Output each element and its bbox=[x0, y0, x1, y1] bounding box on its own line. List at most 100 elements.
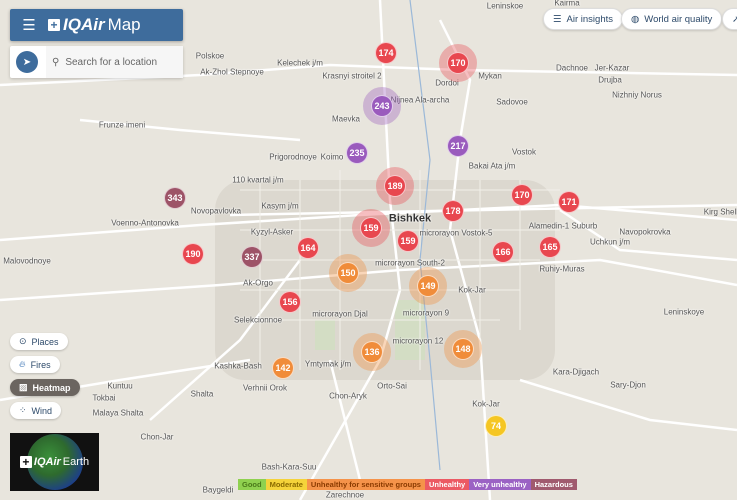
aqi-station-marker[interactable]: 170 bbox=[447, 52, 469, 74]
aqi-station-marker[interactable]: 165 bbox=[539, 236, 561, 258]
iqair-earth-button[interactable]: + IQAir Earth bbox=[10, 433, 99, 491]
legend-item: Unhealthy for sensitive groups bbox=[306, 479, 425, 490]
iqair-logo[interactable]: + IQAir Map bbox=[48, 15, 141, 35]
place-label: microrayon 9 bbox=[402, 308, 450, 318]
place-label: Vostok bbox=[511, 147, 537, 157]
place-label: Frunze imeni bbox=[98, 120, 146, 130]
aqi-station-marker[interactable]: 136 bbox=[361, 341, 383, 363]
legend-item: Unhealthy bbox=[424, 479, 470, 490]
aqi-station-marker[interactable]: 235 bbox=[346, 142, 368, 164]
place-label: 110 kvartal j/m bbox=[232, 175, 284, 185]
place-label: Novopavlovka bbox=[190, 206, 242, 216]
place-label: Dachnoe bbox=[555, 63, 589, 73]
place-label: Kara-Djigach bbox=[552, 367, 600, 377]
aqi-station-marker[interactable]: 166 bbox=[492, 241, 514, 263]
globe-icon: ◍ bbox=[631, 13, 640, 25]
place-label: Baygeldi bbox=[202, 485, 234, 495]
aqi-station-marker[interactable]: 148 bbox=[452, 338, 474, 360]
search-input[interactable]: ⚲ Search for a location bbox=[46, 46, 183, 78]
aqi-station-marker[interactable]: 343 bbox=[164, 187, 186, 209]
world-air-quality-button[interactable]: ◍ World air quality bbox=[621, 8, 723, 30]
aqi-station-marker[interactable]: 337 bbox=[241, 246, 263, 268]
locate-me-button[interactable]: ➤ bbox=[16, 51, 38, 73]
pin-icon: ⊙ bbox=[19, 336, 27, 346]
place-label: Bash-Kara-Suu bbox=[261, 462, 317, 472]
place-label: Nijnea Ala-archa bbox=[390, 95, 450, 105]
place-label: Jer-Kazar bbox=[594, 63, 630, 73]
aqi-station-marker[interactable]: 171 bbox=[558, 191, 580, 213]
aqi-station-marker[interactable]: 178 bbox=[442, 200, 464, 222]
share-button[interactable]: ➚ bbox=[722, 8, 737, 30]
place-label: Malaya Shalta bbox=[92, 408, 144, 418]
fires-toggle[interactable]: 🔥︎ Fires bbox=[10, 356, 60, 373]
place-label: Kairma bbox=[554, 0, 580, 8]
aqi-station-marker[interactable]: 174 bbox=[375, 42, 397, 64]
heatmap-toggle[interactable]: ▨ Heatmap bbox=[10, 379, 80, 396]
place-label: Polskoe bbox=[195, 51, 225, 61]
place-label: Zarechnoe bbox=[325, 490, 365, 500]
place-label: Tokbai bbox=[92, 393, 116, 403]
aqi-station-marker[interactable]: 142 bbox=[272, 357, 294, 379]
legend-item: Hazardous bbox=[530, 479, 577, 490]
air-insights-button[interactable]: ☰ Air insights bbox=[543, 8, 623, 30]
marker-halo bbox=[329, 254, 367, 292]
plus-logo-icon: + bbox=[48, 19, 60, 31]
place-label: Ruhiy-Muras bbox=[539, 264, 585, 274]
place-label: Sary-Djon bbox=[610, 380, 646, 390]
globe-image bbox=[27, 434, 83, 490]
place-label: Orto-Sai bbox=[377, 381, 407, 391]
place-label: Kyzyl-Asker bbox=[250, 227, 294, 237]
place-label: Mykan bbox=[478, 71, 502, 81]
aqi-station-marker[interactable]: 170 bbox=[511, 184, 533, 206]
place-label: Chon-Aryk bbox=[329, 391, 367, 401]
list-icon: ☰ bbox=[553, 13, 562, 25]
place-label: Krasnyi stroitel 2 bbox=[322, 71, 382, 81]
place-label: Leninskoye bbox=[663, 307, 705, 317]
aqi-station-marker[interactable]: 243 bbox=[371, 95, 393, 117]
aqi-legend: Good Moderate Unhealthy for sensitive grou… bbox=[238, 479, 577, 490]
place-label: Sadovoe bbox=[496, 97, 528, 107]
marker-halo bbox=[439, 44, 477, 82]
place-label: Maevka bbox=[331, 114, 361, 124]
place-label: Chon-Jar bbox=[140, 432, 174, 442]
hamburger-menu-button[interactable]: ☰ bbox=[22, 17, 36, 34]
search-bar: ➤ ⚲ Search for a location bbox=[10, 46, 183, 78]
wind-toggle[interactable]: ⁘ Wind bbox=[10, 402, 62, 419]
search-icon: ⚲ bbox=[52, 56, 60, 68]
place-label: microrayon South-2 bbox=[375, 258, 445, 268]
place-label: Malovodnoye bbox=[3, 256, 51, 266]
place-label: Kelechek j/m bbox=[277, 58, 323, 68]
aqi-station-marker[interactable]: 189 bbox=[384, 175, 406, 197]
place-label: Shalta bbox=[190, 389, 214, 399]
aqi-station-marker[interactable]: 159 bbox=[397, 230, 419, 252]
aqi-station-marker[interactable]: 150 bbox=[337, 262, 359, 284]
aqi-station-marker[interactable]: 74 bbox=[485, 415, 507, 437]
place-label: Kuntuu bbox=[107, 381, 133, 391]
aqi-station-marker[interactable]: 149 bbox=[417, 275, 439, 297]
place-label: Uchkun j/m bbox=[589, 237, 631, 247]
place-label: Bakai Ata j/m bbox=[468, 161, 516, 171]
place-label: Kok-Jar bbox=[472, 399, 500, 409]
place-label: Koimo bbox=[320, 152, 344, 162]
aqi-station-marker[interactable]: 217 bbox=[447, 135, 469, 157]
aqi-station-marker[interactable]: 159 bbox=[360, 217, 382, 239]
place-label: Voenno-Antonovka bbox=[111, 218, 179, 228]
aqi-station-marker[interactable]: 164 bbox=[297, 237, 319, 259]
aqi-station-marker[interactable]: 190 bbox=[182, 243, 204, 265]
place-label: Drujba bbox=[598, 75, 622, 85]
aqi-station-marker[interactable]: 156 bbox=[279, 291, 301, 313]
place-label: Ymtymak j/m bbox=[304, 359, 352, 369]
place-label: Prigorodnoye bbox=[269, 152, 317, 162]
heatmap-icon: ▨ bbox=[19, 382, 28, 392]
place-label: Navopokrovka bbox=[619, 227, 671, 237]
places-toggle[interactable]: ⊙ Places bbox=[10, 333, 68, 350]
legend-item: Very unhealthy bbox=[469, 479, 531, 490]
place-label: Selekcionnoe bbox=[233, 315, 283, 325]
legend-item: Good bbox=[238, 479, 266, 490]
share-arrow-icon: ➚ bbox=[732, 13, 737, 25]
place-label: microrayon 12 bbox=[392, 336, 444, 346]
place-label: Kasym j/m bbox=[261, 201, 299, 211]
place-label: Kashka-Bash bbox=[214, 361, 262, 371]
